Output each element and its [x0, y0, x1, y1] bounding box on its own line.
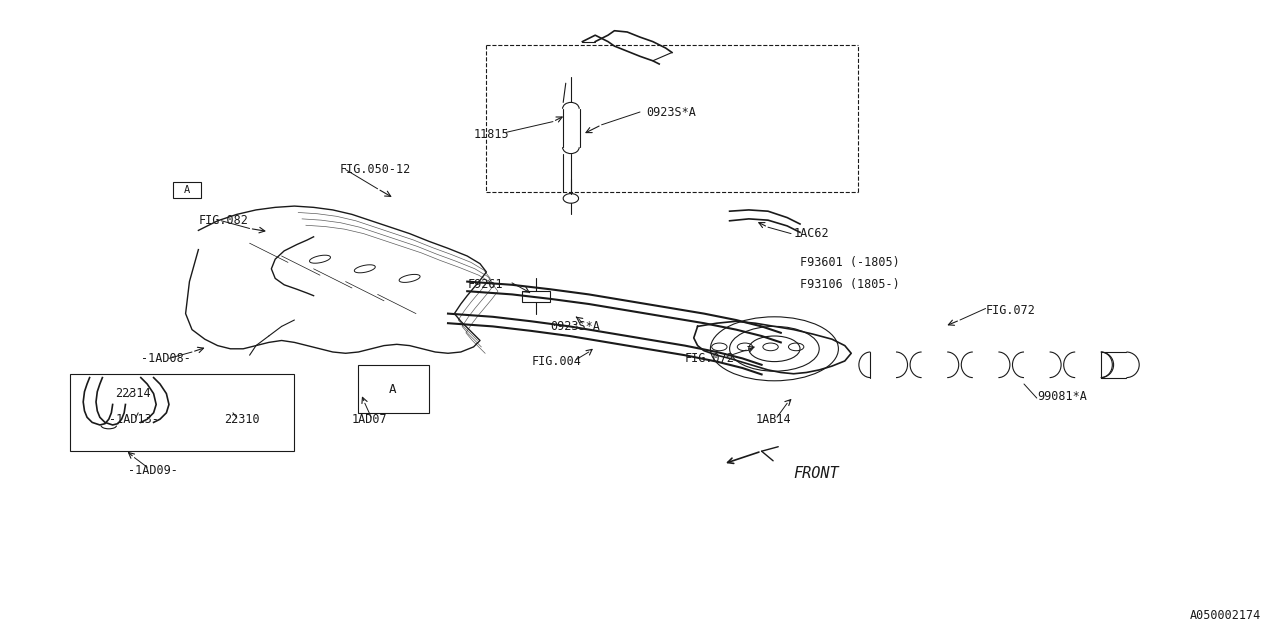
- Text: 1AC62: 1AC62: [794, 227, 829, 240]
- Text: -1AD09-: -1AD09-: [128, 464, 178, 477]
- Text: -1AD13-: -1AD13-: [109, 413, 159, 426]
- Text: FIG.050-12: FIG.050-12: [339, 163, 411, 176]
- Text: 22310: 22310: [224, 413, 260, 426]
- Text: FIG.072: FIG.072: [685, 352, 735, 365]
- Text: 0923S*A: 0923S*A: [646, 106, 696, 118]
- Bar: [173, 182, 201, 198]
- Bar: [70, 374, 294, 451]
- Text: 1AD07: 1AD07: [352, 413, 388, 426]
- Text: 1AB14: 1AB14: [755, 413, 791, 426]
- Bar: [358, 365, 429, 413]
- Text: F9261: F9261: [467, 278, 503, 291]
- Text: FIG.004: FIG.004: [531, 355, 581, 368]
- Text: A: A: [389, 383, 397, 396]
- Text: FIG.072: FIG.072: [986, 304, 1036, 317]
- Text: -1AD08-: -1AD08-: [141, 352, 191, 365]
- Text: FRONT: FRONT: [794, 466, 840, 481]
- Text: 99081*A: 99081*A: [1037, 390, 1087, 403]
- Text: F93601 (-1805): F93601 (-1805): [800, 256, 900, 269]
- Text: F93106 (1805-): F93106 (1805-): [800, 278, 900, 291]
- Text: 22314: 22314: [115, 387, 151, 400]
- Bar: [522, 291, 550, 302]
- Text: FIG.082: FIG.082: [198, 214, 248, 227]
- Text: 11815: 11815: [474, 128, 509, 141]
- Text: A: A: [184, 185, 189, 195]
- Text: 0923S*A: 0923S*A: [550, 320, 600, 333]
- Text: A050002174: A050002174: [1189, 609, 1261, 622]
